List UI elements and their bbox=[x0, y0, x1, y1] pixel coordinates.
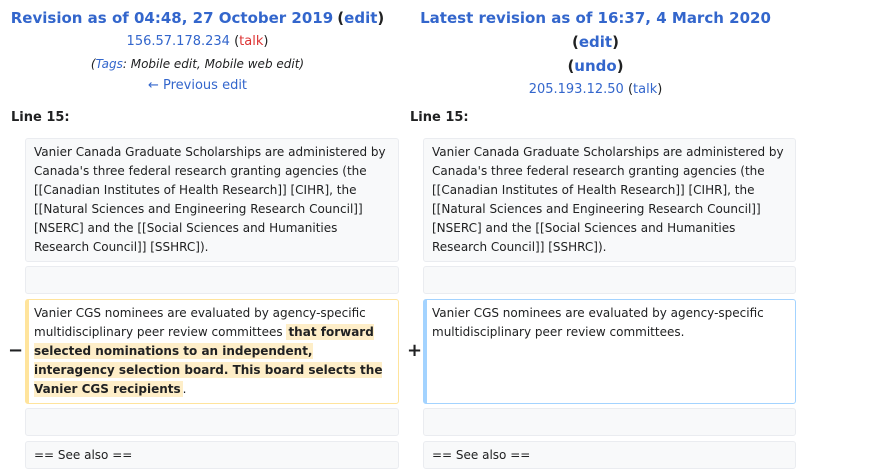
right-undo-link[interactable]: undo bbox=[574, 57, 617, 75]
right-line-label: Line 15: bbox=[410, 110, 469, 125]
right-edit-paren-close: ) bbox=[612, 33, 619, 51]
removed-line-marker: − bbox=[8, 340, 24, 361]
right-undo-paren-close: ) bbox=[616, 57, 624, 75]
left-user-link[interactable]: 156.57.178.234 bbox=[126, 34, 230, 49]
previous-edit-link[interactable]: ← Previous edit bbox=[147, 78, 248, 93]
left-tags: (Tags: Mobile edit, Mobile web edit) bbox=[90, 57, 305, 71]
right-user-link[interactable]: 205.193.12.50 bbox=[528, 82, 624, 97]
right-talk-paren-close: ) bbox=[657, 82, 663, 97]
right-context-paragraph: Vanier Canada Graduate Scholarships are … bbox=[423, 138, 796, 262]
left-removed-paragraph: Vanier CGS nominees are evaluated by age… bbox=[25, 299, 399, 404]
left-edit-paren-open: ( bbox=[337, 9, 345, 27]
right-revision-header: Latest revision as of 16:37, 4 March 202… bbox=[404, 7, 787, 101]
right-added-paragraph: Vanier CGS nominees are evaluated by age… bbox=[423, 299, 796, 404]
right-edit-paren-open: ( bbox=[572, 33, 579, 51]
right-edit-link[interactable]: edit bbox=[578, 33, 613, 51]
right-undo-paren-open: ( bbox=[567, 57, 575, 75]
left-revision-title-link[interactable]: Revision as of 04:48, 27 October 2019 bbox=[10, 9, 334, 27]
left-edit-link[interactable]: edit bbox=[344, 9, 378, 27]
left-context-empty-line bbox=[25, 266, 399, 294]
right-context-empty-line bbox=[423, 266, 796, 294]
left-context-empty-line-2 bbox=[25, 408, 399, 436]
right-revision-title-link[interactable]: Latest revision as of 16:37, 4 March 202… bbox=[420, 9, 771, 27]
left-talk-link[interactable]: talk bbox=[239, 34, 264, 49]
left-talk-paren-open: ( bbox=[234, 34, 240, 49]
right-talk-paren-open: ( bbox=[627, 82, 634, 97]
right-see-also-line: == See also == bbox=[423, 441, 796, 469]
left-revision-header: Revision as of 04:48, 27 October 2019 (e… bbox=[10, 7, 385, 97]
left-removed-tail-text: . bbox=[182, 382, 187, 396]
left-removed-plain-text: Vanier CGS nominees are evaluated by age… bbox=[34, 306, 366, 339]
left-edit-paren-close: ) bbox=[377, 9, 385, 27]
left-line-label: Line 15: bbox=[11, 110, 70, 125]
left-talk-paren-close: ) bbox=[263, 34, 269, 49]
left-tags-value: Mobile edit, Mobile web edit bbox=[130, 57, 300, 71]
right-talk-link[interactable]: talk bbox=[633, 82, 658, 97]
added-line-marker: + bbox=[407, 340, 423, 361]
right-context-empty-line-2 bbox=[423, 408, 796, 436]
left-see-also-line: == See also == bbox=[25, 441, 399, 469]
left-context-paragraph: Vanier Canada Graduate Scholarships are … bbox=[25, 138, 399, 262]
left-tags-link[interactable]: Tags bbox=[95, 57, 123, 71]
